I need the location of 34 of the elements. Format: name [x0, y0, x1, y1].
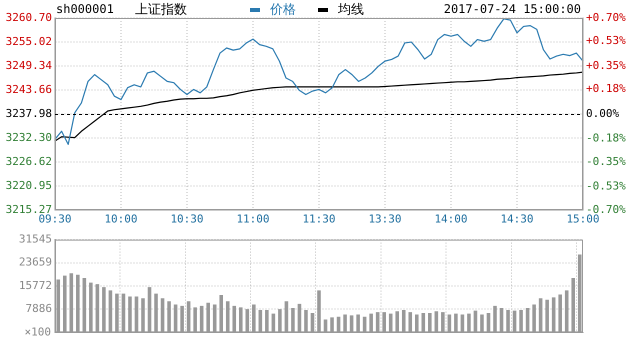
y2-tick-label: +0.35% [586, 58, 626, 72]
x-tick-label: 10:00 [104, 212, 138, 226]
x-tick-label: 11:30 [302, 212, 336, 226]
x-tick-label: 10:30 [170, 212, 204, 226]
x-tick-label: 14:30 [500, 212, 534, 226]
y-tick-label: 31545 [18, 232, 52, 246]
y-tick-label: 3220.95 [6, 178, 52, 192]
y-tick-label: 23659 [18, 256, 52, 269]
y-axis-title: ×100 [24, 325, 51, 338]
x-tick-label: 09:30 [38, 212, 72, 226]
y2-tick-label: +0.53% [586, 34, 626, 48]
y2-tick-label: -0.18% [586, 132, 626, 145]
y-tick-label: 3243.66 [6, 82, 52, 96]
y2-tick-label: +0.70% [586, 10, 626, 24]
chart-title: 上证指数 [135, 2, 187, 18]
y-tick-label: 7886 [26, 302, 52, 316]
y-tick-label: 3255.02 [6, 34, 52, 48]
x-tick-label: 14:00 [434, 212, 468, 226]
y2-tick-label: -0.53% [586, 180, 626, 193]
text: sh000001 [56, 2, 114, 16]
y-tick-label: 3260.70 [6, 10, 52, 24]
y-tick-label: 15772 [18, 278, 52, 292]
legend-label: 均线 [337, 2, 364, 18]
legend-label: 价格 [269, 2, 296, 18]
y-tick-label: 3232.30 [6, 130, 52, 144]
y-tick-label: 3237.98 [6, 106, 52, 120]
y2-tick-label: 0.00% [586, 106, 620, 120]
text: 2017-07-24 15:00:00 [444, 2, 581, 16]
y2-tick-label: -0.35% [586, 154, 626, 168]
x-tick-label: 13:30 [368, 212, 402, 226]
y-tick-label: 3226.62 [6, 154, 52, 168]
y2-tick-label: +0.18% [586, 82, 626, 96]
x-tick-label: 11:00 [236, 212, 270, 226]
y-tick-label: 3249.34 [6, 58, 52, 72]
